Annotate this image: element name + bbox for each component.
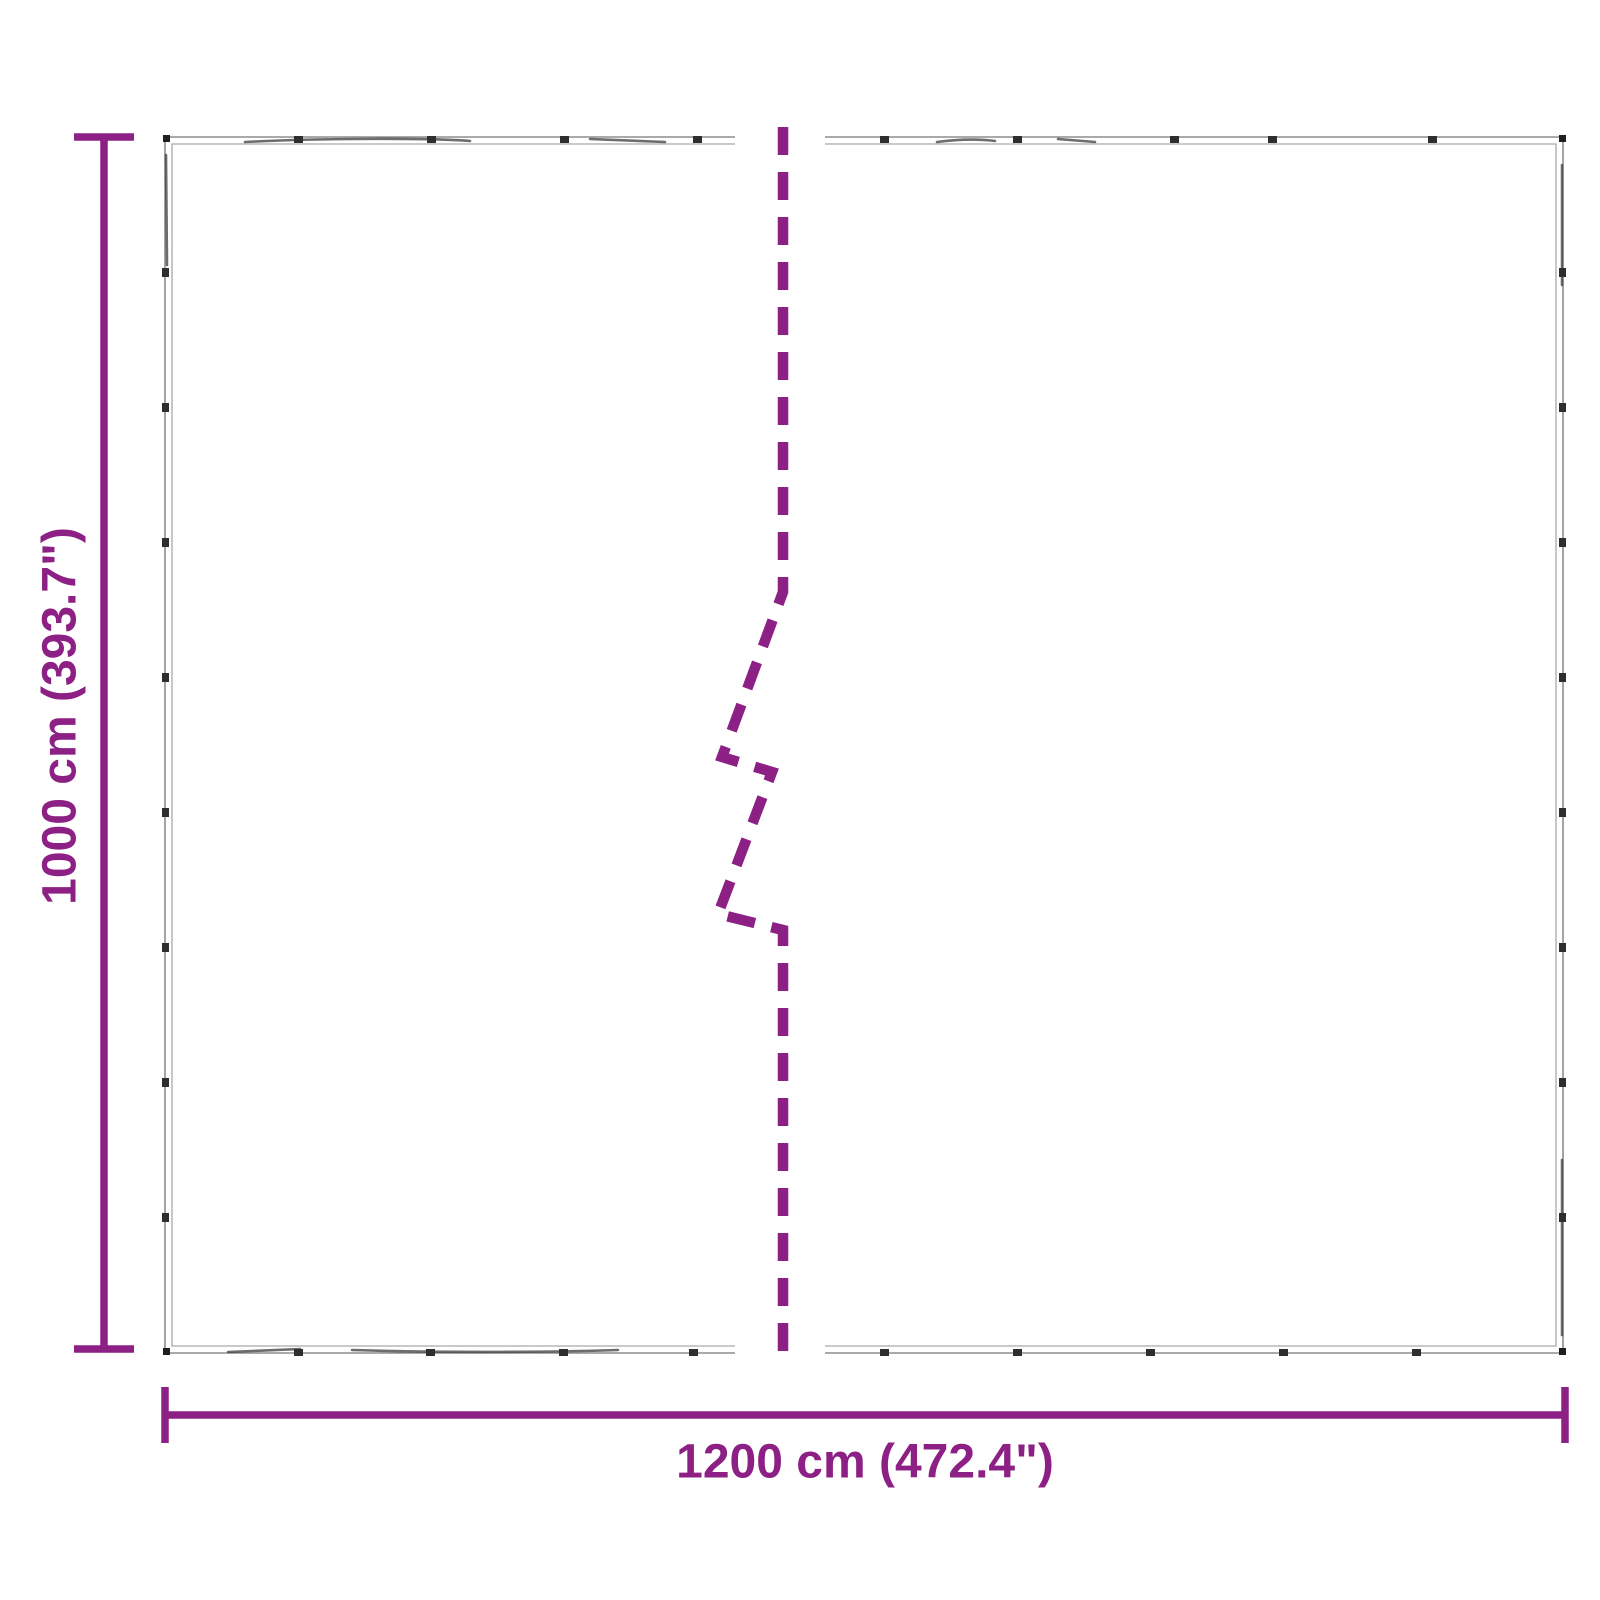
height-dimension-label: 1000 cm (393.7") [33,527,87,905]
break-line [710,127,789,1358]
tarpaulin-right-half [825,136,1564,1354]
tarpaulin-wrinkles [164,137,1564,1354]
height-dimension-line [74,133,134,1353]
width-dimension-line [161,1387,1569,1443]
tarpaulin-left-half [164,136,735,1354]
width-dimension-label: 1200 cm (472.4") [676,1435,1054,1489]
tarpaulin-eyelets [162,136,1566,1356]
tarpaulin-corners [163,135,1566,1355]
